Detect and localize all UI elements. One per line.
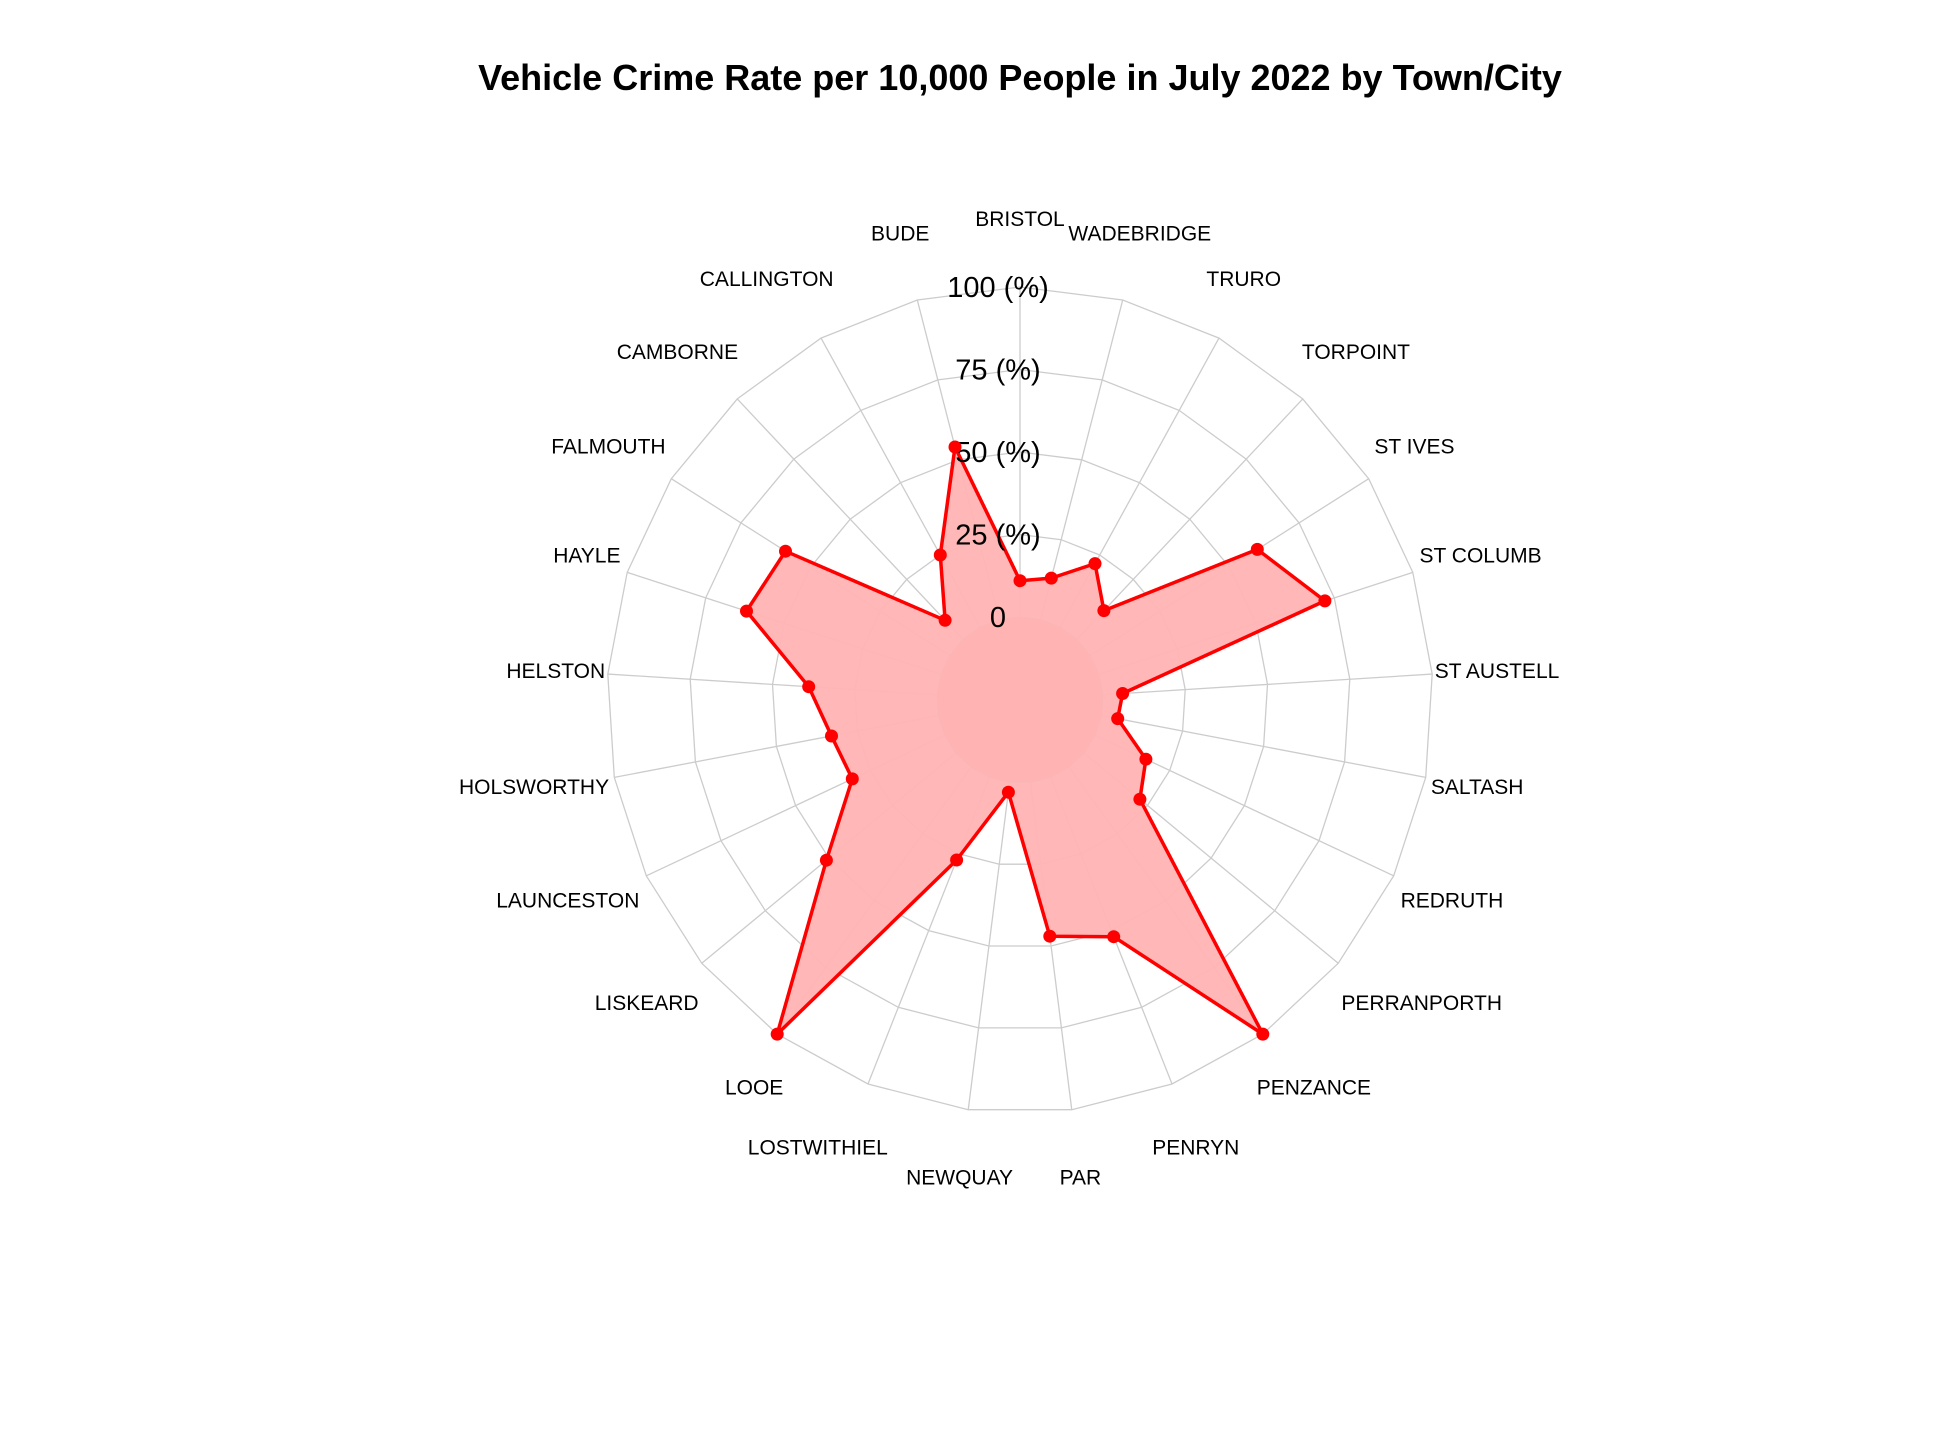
category-label: LISKEARD xyxy=(595,992,699,1015)
data-point xyxy=(779,544,792,558)
axis-tick-label: 100 (%) xyxy=(947,272,1049,304)
category-label: WADEBRIDGE xyxy=(1068,223,1211,246)
series-area-fill xyxy=(746,447,1325,1035)
category-label: HOLSWORTHY xyxy=(459,776,609,799)
grid-spoke xyxy=(1076,398,1304,640)
category-label: PERRANPORTH xyxy=(1341,992,1502,1015)
data-point xyxy=(1116,687,1130,700)
data-point xyxy=(1111,712,1125,726)
category-label: TRURO xyxy=(1206,268,1281,291)
data-point xyxy=(819,853,833,867)
data-point xyxy=(740,604,753,618)
category-label: FALMOUTH xyxy=(551,436,665,459)
data-point xyxy=(1097,604,1111,618)
series-line xyxy=(744,445,1327,1036)
category-label: ST IVES xyxy=(1374,436,1454,459)
category-label: LOOE xyxy=(725,1077,783,1100)
data-point xyxy=(1256,1027,1270,1041)
category-label: PENRYN xyxy=(1152,1136,1239,1159)
axis-tick-label: 75 (%) xyxy=(955,355,1040,387)
data-point xyxy=(1250,542,1264,556)
category-label: BUDE xyxy=(871,223,929,246)
data-point xyxy=(1088,557,1102,571)
data-point xyxy=(950,853,964,867)
grid-spoke xyxy=(1101,714,1426,779)
category-label: NEWQUAY xyxy=(906,1167,1013,1190)
category-label: CALLINGTON xyxy=(700,268,834,291)
data-point xyxy=(770,1027,784,1041)
radar-axis-ticks: 0 25 (%) 50 (%) 75 (%) 100 (%) xyxy=(947,272,1049,634)
grid-ring xyxy=(607,286,1433,1111)
center-disc xyxy=(937,617,1103,783)
data-point xyxy=(938,613,952,627)
category-label: PENZANCE xyxy=(1257,1077,1371,1100)
category-label: HELSTON xyxy=(506,660,605,683)
category-label: SALTASH xyxy=(1431,776,1524,799)
category-label: LOSTWITHIEL xyxy=(748,1136,888,1159)
data-point xyxy=(1001,785,1015,799)
data-point xyxy=(802,680,816,694)
chart-title: Vehicle Crime Rate per 10,000 People in … xyxy=(478,57,1562,98)
category-label: LAUNCESTON xyxy=(496,889,639,912)
grid-ring xyxy=(689,368,1351,1029)
data-point xyxy=(1318,594,1332,608)
data-point xyxy=(1133,792,1147,806)
data-point xyxy=(1139,752,1153,766)
data-point xyxy=(1044,571,1058,585)
radar-points xyxy=(740,440,1332,1041)
category-label: BRISTOL xyxy=(975,208,1064,231)
grid-spoke xyxy=(736,398,964,640)
category-label: TORPOINT xyxy=(1302,341,1410,364)
grid-spoke xyxy=(1040,299,1124,620)
category-label: ST COLUMB xyxy=(1420,545,1542,568)
axis-tick-label: 0 xyxy=(990,602,1006,634)
data-point xyxy=(948,440,962,454)
data-point xyxy=(933,548,947,562)
category-label: PAR xyxy=(1060,1167,1102,1190)
data-point xyxy=(845,772,859,786)
data-point xyxy=(1043,929,1057,943)
radar-area xyxy=(744,445,1327,1036)
category-label: ST AUSTELL xyxy=(1435,660,1560,683)
axis-tick-label: 50 (%) xyxy=(955,437,1040,469)
category-label: HAYLE xyxy=(553,545,620,568)
data-point xyxy=(1107,930,1121,944)
axis-tick-label: 25 (%) xyxy=(955,520,1040,552)
category-label: CAMBORNE xyxy=(617,341,738,364)
grid-spoke xyxy=(967,782,1011,1110)
data-point xyxy=(1013,574,1027,588)
data-point xyxy=(825,729,838,743)
category-label: REDRUTH xyxy=(1401,889,1504,912)
grid-spoke xyxy=(1102,673,1433,696)
